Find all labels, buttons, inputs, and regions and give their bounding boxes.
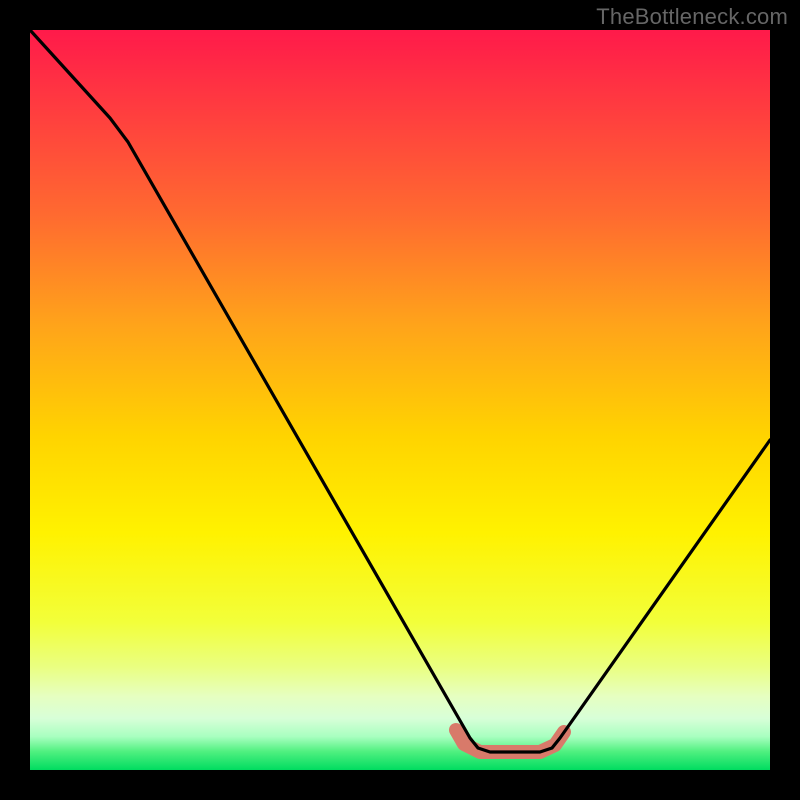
chart-container: TheBottleneck.com — [0, 0, 800, 800]
plot-background — [30, 30, 770, 770]
watermark-text: TheBottleneck.com — [596, 4, 788, 30]
bottleneck-chart — [0, 0, 800, 800]
